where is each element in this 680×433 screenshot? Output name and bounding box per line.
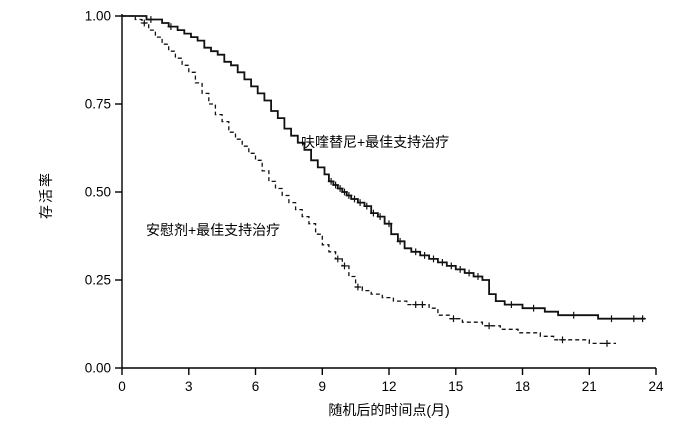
x-tick-label: 21: [582, 379, 597, 394]
dashed-survival-curve: [122, 15, 616, 345]
x-tick-label: 18: [515, 379, 530, 394]
y-tick-label: 0.25: [85, 273, 111, 288]
y-axis-label: 存活率: [38, 171, 54, 219]
x-tick-label: 3: [185, 379, 193, 394]
y-tick-label: 0.75: [85, 97, 111, 112]
solid-curve-annotation: 呋喹替尼+最佳支持治疗: [301, 134, 450, 150]
x-axis-label: 随机后的时间点(月): [328, 402, 450, 418]
y-tick-label: 0.00: [85, 361, 111, 376]
x-tick-label: 12: [381, 379, 396, 394]
solid-survival-curve: [122, 15, 645, 320]
x-tick-label: 0: [118, 379, 126, 394]
x-tick-label: 15: [448, 379, 463, 394]
x-tick-label: 9: [319, 379, 327, 394]
x-tick-label: 24: [648, 379, 664, 394]
dashed-curve-annotation: 安慰剂+最佳支持治疗: [146, 222, 281, 238]
y-tick-label: 1.00: [85, 9, 111, 24]
y-tick-label: 0.50: [85, 185, 111, 200]
x-tick-label: 6: [252, 379, 260, 394]
